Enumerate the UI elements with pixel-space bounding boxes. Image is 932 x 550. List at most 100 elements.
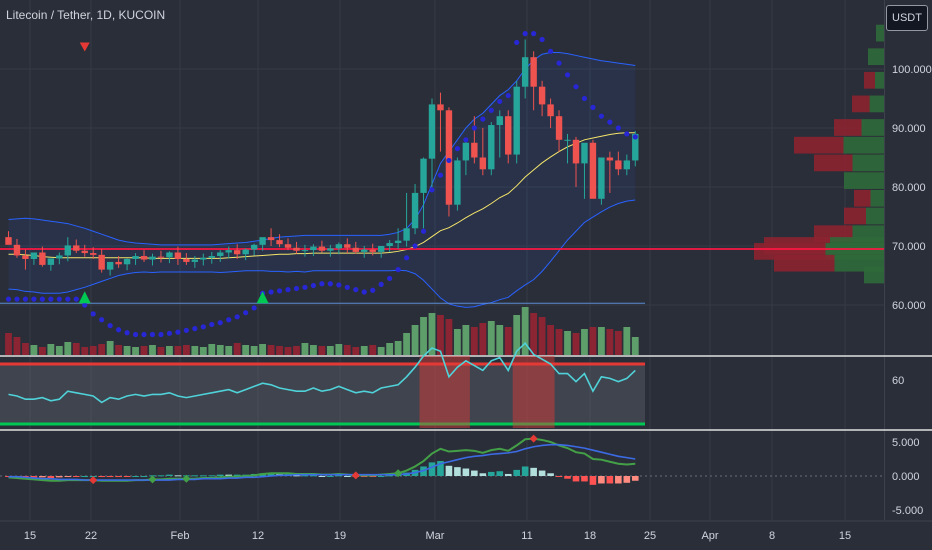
- macd-histogram-bar: [157, 475, 165, 477]
- candle-body: [157, 256, 165, 258]
- macd-histogram-bar: [564, 476, 571, 479]
- candle-body: [403, 228, 410, 241]
- psar-dot: [124, 330, 130, 336]
- volume-bar: [132, 347, 139, 355]
- macd-histogram-bar: [301, 475, 309, 477]
- volume-profile-bar: [864, 266, 884, 284]
- psar-dot: [598, 113, 605, 119]
- psar-dot: [353, 287, 359, 293]
- candle-body: [513, 86, 520, 155]
- volume-bar: [352, 347, 360, 355]
- macd-axis-label: 0.000: [892, 471, 920, 483]
- psar-dot: [107, 323, 113, 329]
- volume-bar: [530, 313, 538, 355]
- macd-cross-marker: [182, 474, 191, 483]
- psar-dot: [624, 131, 630, 137]
- volume-bar: [267, 345, 275, 355]
- macd-cross-marker: [89, 476, 98, 485]
- volume-bar: [64, 342, 72, 355]
- candle-body: [13, 244, 21, 256]
- volume-bar: [623, 327, 631, 355]
- candle-body: [250, 244, 258, 250]
- price-axis-label: 100.000: [892, 64, 932, 76]
- psar-dot: [251, 305, 257, 311]
- macd-histogram-bar: [310, 475, 317, 477]
- macd-histogram-bar: [386, 475, 393, 477]
- volume-bar: [487, 321, 495, 355]
- volume-bar: [191, 346, 199, 355]
- psar-dot: [429, 187, 435, 193]
- candle-body: [166, 252, 173, 258]
- volume-bar: [360, 346, 368, 355]
- candle-body: [335, 244, 343, 249]
- time-axis-label: 25: [644, 530, 656, 542]
- time-axis-label: 12: [252, 530, 264, 542]
- volume-profile-bar: [866, 207, 884, 225]
- price-axis-label: 70.000: [892, 241, 926, 253]
- currency-button[interactable]: USDT: [886, 5, 928, 31]
- candle-body: [420, 158, 427, 193]
- candle-body: [242, 249, 249, 255]
- volume-bar: [47, 344, 55, 355]
- volume-bar: [30, 345, 38, 355]
- volume-bar: [72, 343, 80, 355]
- time-axis-label: 8: [769, 530, 775, 542]
- psar-dot: [39, 296, 45, 302]
- macd-histogram-bar: [208, 475, 216, 477]
- macd-histogram-bar: [623, 476, 631, 483]
- macd-cross-marker: [351, 471, 360, 480]
- candle-body: [174, 252, 182, 259]
- volume-profile-bar: [875, 71, 884, 89]
- psar-dot: [310, 282, 317, 289]
- psar-dot: [336, 282, 342, 288]
- psar-dot: [226, 317, 232, 323]
- psar-dot: [454, 146, 461, 152]
- psar-dot: [403, 255, 410, 261]
- candle-body: [217, 252, 224, 257]
- candle-body: [5, 237, 12, 245]
- volume-bar: [572, 333, 580, 355]
- candle-body: [344, 244, 351, 248]
- psar-dot: [412, 243, 418, 249]
- candle-body: [445, 110, 453, 205]
- volume-bar: [369, 345, 377, 355]
- volume-bar: [521, 307, 529, 355]
- candle-body: [123, 258, 131, 265]
- volume-bar: [5, 333, 12, 355]
- volume-bar: [513, 315, 521, 355]
- psar-dot: [209, 321, 215, 328]
- macd-histogram-bar: [504, 473, 512, 476]
- candle-body: [284, 244, 292, 248]
- parabolic-sar: [5, 30, 638, 338]
- volume-bar: [174, 346, 182, 355]
- symbol-title: Litecoin / Tether, 1D, KUCOIN: [6, 8, 166, 22]
- volume-bar: [581, 329, 588, 355]
- volume-bar: [276, 346, 283, 355]
- macd-histogram-bar: [293, 475, 300, 477]
- macd-cross-marker: [394, 469, 403, 478]
- candle-body: [386, 243, 393, 246]
- macd-histogram-bar: [462, 468, 470, 476]
- macd-histogram-bar: [318, 476, 326, 477]
- volume-profile-bar: [868, 48, 884, 66]
- macd-histogram-bar: [98, 476, 105, 477]
- macd-histogram-bar: [487, 471, 495, 476]
- volume-bar: [216, 345, 224, 355]
- volume-profile-bar: [814, 154, 853, 172]
- volume-profile-bar: [844, 172, 884, 189]
- psar-dot: [420, 228, 427, 234]
- macd-histogram-bar: [123, 476, 131, 477]
- volume-profile: [754, 24, 884, 284]
- volume-bar: [428, 313, 436, 355]
- psar-dot: [344, 284, 350, 290]
- candle-body: [623, 160, 631, 170]
- psar-dot: [497, 98, 503, 105]
- macd-histogram-bar: [631, 476, 639, 481]
- psar-dot: [234, 314, 240, 320]
- candle-body: [530, 57, 537, 87]
- macd-histogram-bar: [200, 475, 207, 477]
- psar-dot: [175, 329, 181, 335]
- volume-bar: [445, 319, 453, 355]
- volume-bar: [420, 317, 427, 355]
